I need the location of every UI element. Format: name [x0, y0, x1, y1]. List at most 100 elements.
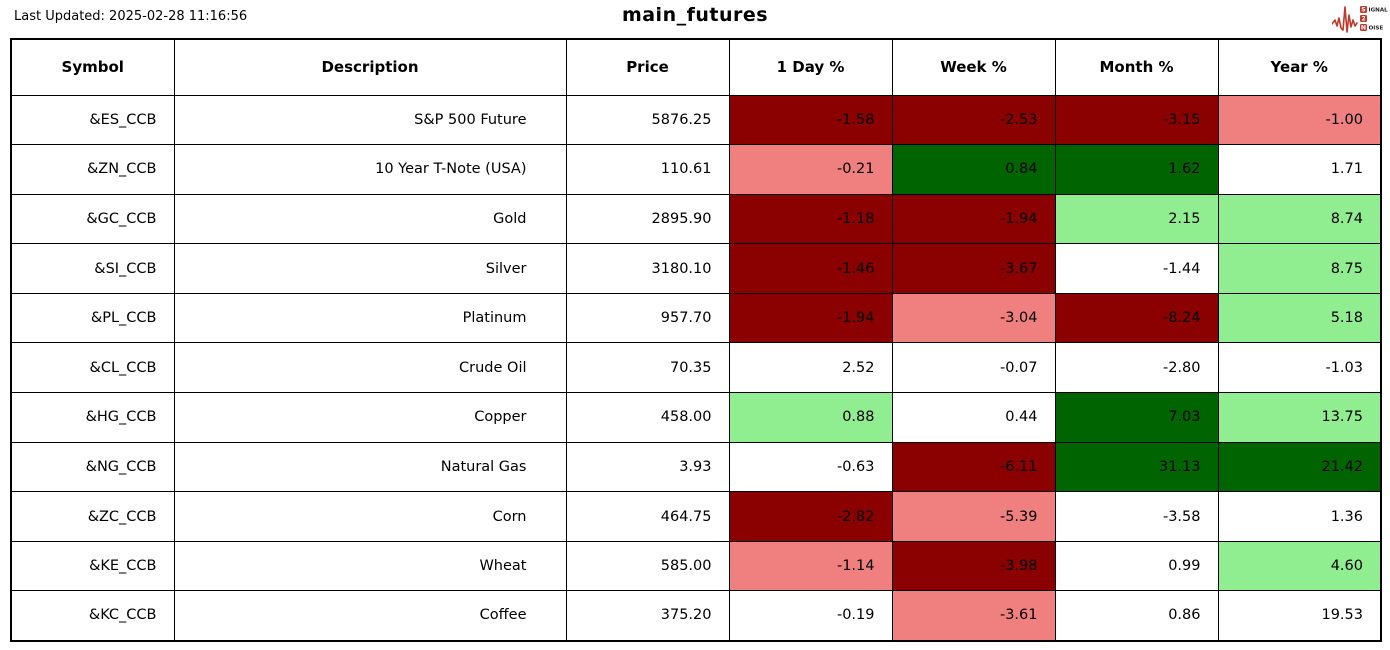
pct-cell: -1.03 — [1217, 342, 1382, 394]
pct-cell: -0.63 — [728, 441, 893, 493]
column-header-description: Description — [173, 38, 567, 96]
pct-cell: 0.88 — [728, 392, 893, 443]
table-row: &CL_CCB Crude Oil 70.35 2.52 -0.07 -2.80 -1.03 — [10, 342, 1382, 394]
symbol-cell: &CL_CCB — [10, 342, 175, 394]
price-cell: 3180.10 — [565, 243, 730, 294]
column-header-year-: Year % — [1217, 38, 1382, 96]
table-row: &ZC_CCB Corn 464.75 -2.82 -5.39 -3.58 1.36 — [10, 491, 1382, 542]
pct-cell: -0.21 — [728, 144, 893, 195]
symbol-cell: &ZC_CCB — [10, 491, 175, 542]
table-row: &PL_CCB Platinum 957.70 -1.94 -3.04 -8.24 5.18 — [10, 292, 1382, 344]
table-row: &KC_CCB Coffee 375.20 -0.19 -3.61 0.86 19.53 — [10, 590, 1382, 642]
pct-cell: -1.44 — [1054, 243, 1219, 294]
symbol-cell: &PL_CCB — [10, 292, 175, 344]
pct-cell: -3.67 — [891, 243, 1056, 294]
pct-cell: 1.71 — [1217, 144, 1382, 195]
table-row: &ES_CCB S&P 500 Future 5876.25 -1.58 -2.53 -3… — [10, 94, 1382, 146]
pct-cell: 13.75 — [1217, 392, 1382, 443]
symbol-cell: &ES_CCB — [10, 94, 175, 146]
symbol-cell: &HG_CCB — [10, 392, 175, 443]
description-cell: Gold — [173, 193, 567, 245]
price-cell: 375.20 — [565, 590, 730, 642]
svg-text:2: 2 — [1361, 16, 1365, 23]
pct-cell: -5.39 — [891, 491, 1056, 542]
symbol-cell: &KC_CCB — [10, 590, 175, 642]
svg-text:N: N — [1361, 25, 1366, 32]
column-header-symbol: Symbol — [10, 38, 175, 96]
table-row: &SI_CCB Silver 3180.10 -1.46 -3.67 -1.44 8.75 — [10, 243, 1382, 294]
pct-cell: 7.03 — [1054, 392, 1219, 443]
pct-cell: 21.42 — [1217, 441, 1382, 493]
price-cell: 464.75 — [565, 491, 730, 542]
pct-cell: 8.74 — [1217, 193, 1382, 245]
symbol-cell: &NG_CCB — [10, 441, 175, 493]
last-updated-text: Last Updated: 2025-02-28 11:16:56 — [14, 9, 248, 24]
description-cell: Copper — [173, 392, 567, 443]
pct-cell: -8.24 — [1054, 292, 1219, 344]
pct-cell: -2.53 — [891, 94, 1056, 146]
price-cell: 957.70 — [565, 292, 730, 344]
svg-text:OISE: OISE — [1369, 26, 1384, 32]
pct-cell: -3.58 — [1054, 491, 1219, 542]
price-cell: 70.35 — [565, 342, 730, 394]
table-row: &KE_CCB Wheat 585.00 -1.14 -3.98 0.99 4.60 — [10, 540, 1382, 592]
pct-cell: 2.52 — [728, 342, 893, 394]
pct-cell: 1.62 — [1054, 144, 1219, 195]
column-header-month-: Month % — [1054, 38, 1219, 96]
description-cell: Silver — [173, 243, 567, 294]
pct-cell: -1.58 — [728, 94, 893, 146]
pct-cell: 0.44 — [891, 392, 1056, 443]
column-header-price: Price — [565, 38, 730, 96]
description-cell: Wheat — [173, 540, 567, 592]
pct-cell: -1.94 — [891, 193, 1056, 245]
pct-cell: -0.19 — [728, 590, 893, 642]
column-header-1-day-: 1 Day % — [728, 38, 893, 96]
table-row: &HG_CCB Copper 458.00 0.88 0.44 7.03 13.75 — [10, 392, 1382, 443]
table-row: &NG_CCB Natural Gas 3.93 -0.63 -6.11 31.13 21.… — [10, 441, 1382, 493]
pct-cell: 5.18 — [1217, 292, 1382, 344]
pct-cell: 4.60 — [1217, 540, 1382, 592]
pct-cell: 31.13 — [1054, 441, 1219, 493]
description-cell: Natural Gas — [173, 441, 567, 493]
pct-cell: 19.53 — [1217, 590, 1382, 642]
page-title: main_futures — [621, 4, 769, 26]
description-cell: Coffee — [173, 590, 567, 642]
symbol-cell: &ZN_CCB — [10, 144, 175, 195]
logo-text: S IGNAL 2 N OISE — [1360, 6, 1388, 32]
signal-2-noise-logo: S IGNAL 2 N OISE — [1332, 6, 1388, 33]
description-cell: Crude Oil — [173, 342, 567, 394]
price-cell: 3.93 — [565, 441, 730, 493]
price-cell: 5876.25 — [565, 94, 730, 146]
pct-cell: 2.15 — [1054, 193, 1219, 245]
pct-cell: -3.04 — [891, 292, 1056, 344]
description-cell: S&P 500 Future — [173, 94, 567, 146]
pct-cell: 1.36 — [1217, 491, 1382, 542]
pct-cell: -3.98 — [891, 540, 1056, 592]
pct-cell: -1.46 — [728, 243, 893, 294]
futures-table: Symbol Description Price 1 Day % Week % Month… — [10, 38, 1382, 642]
pct-cell: -3.61 — [891, 590, 1056, 642]
table-header-row: Symbol Description Price 1 Day % Week % Month… — [10, 38, 1382, 96]
price-cell: 2895.90 — [565, 193, 730, 245]
description-cell: Corn — [173, 491, 567, 542]
pct-cell: 0.99 — [1054, 540, 1219, 592]
price-cell: 458.00 — [565, 392, 730, 443]
symbol-cell: &GC_CCB — [10, 193, 175, 245]
pct-cell: -2.82 — [728, 491, 893, 542]
price-cell: 110.61 — [565, 144, 730, 195]
symbol-cell: &KE_CCB — [10, 540, 175, 592]
pct-cell: 0.86 — [1054, 590, 1219, 642]
pct-cell: -0.07 — [891, 342, 1056, 394]
price-cell: 585.00 — [565, 540, 730, 592]
table-row: &GC_CCB Gold 2895.90 -1.18 -1.94 2.15 8.74 — [10, 193, 1382, 245]
pct-cell: 8.75 — [1217, 243, 1382, 294]
table-row: &ZN_CCB 10 Year T-Note (USA) 110.61 -0.21 0.… — [10, 144, 1382, 195]
pct-cell: -1.94 — [728, 292, 893, 344]
waveform-icon — [1332, 6, 1358, 33]
svg-text:S: S — [1361, 7, 1365, 14]
pct-cell: -2.80 — [1054, 342, 1219, 394]
description-cell: 10 Year T-Note (USA) — [173, 144, 567, 195]
pct-cell: -1.18 — [728, 193, 893, 245]
symbol-cell: &SI_CCB — [10, 243, 175, 294]
